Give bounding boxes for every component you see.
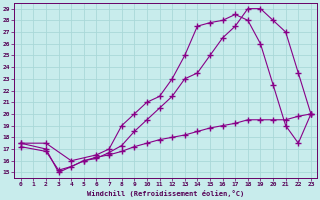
- X-axis label: Windchill (Refroidissement éolien,°C): Windchill (Refroidissement éolien,°C): [87, 190, 244, 197]
